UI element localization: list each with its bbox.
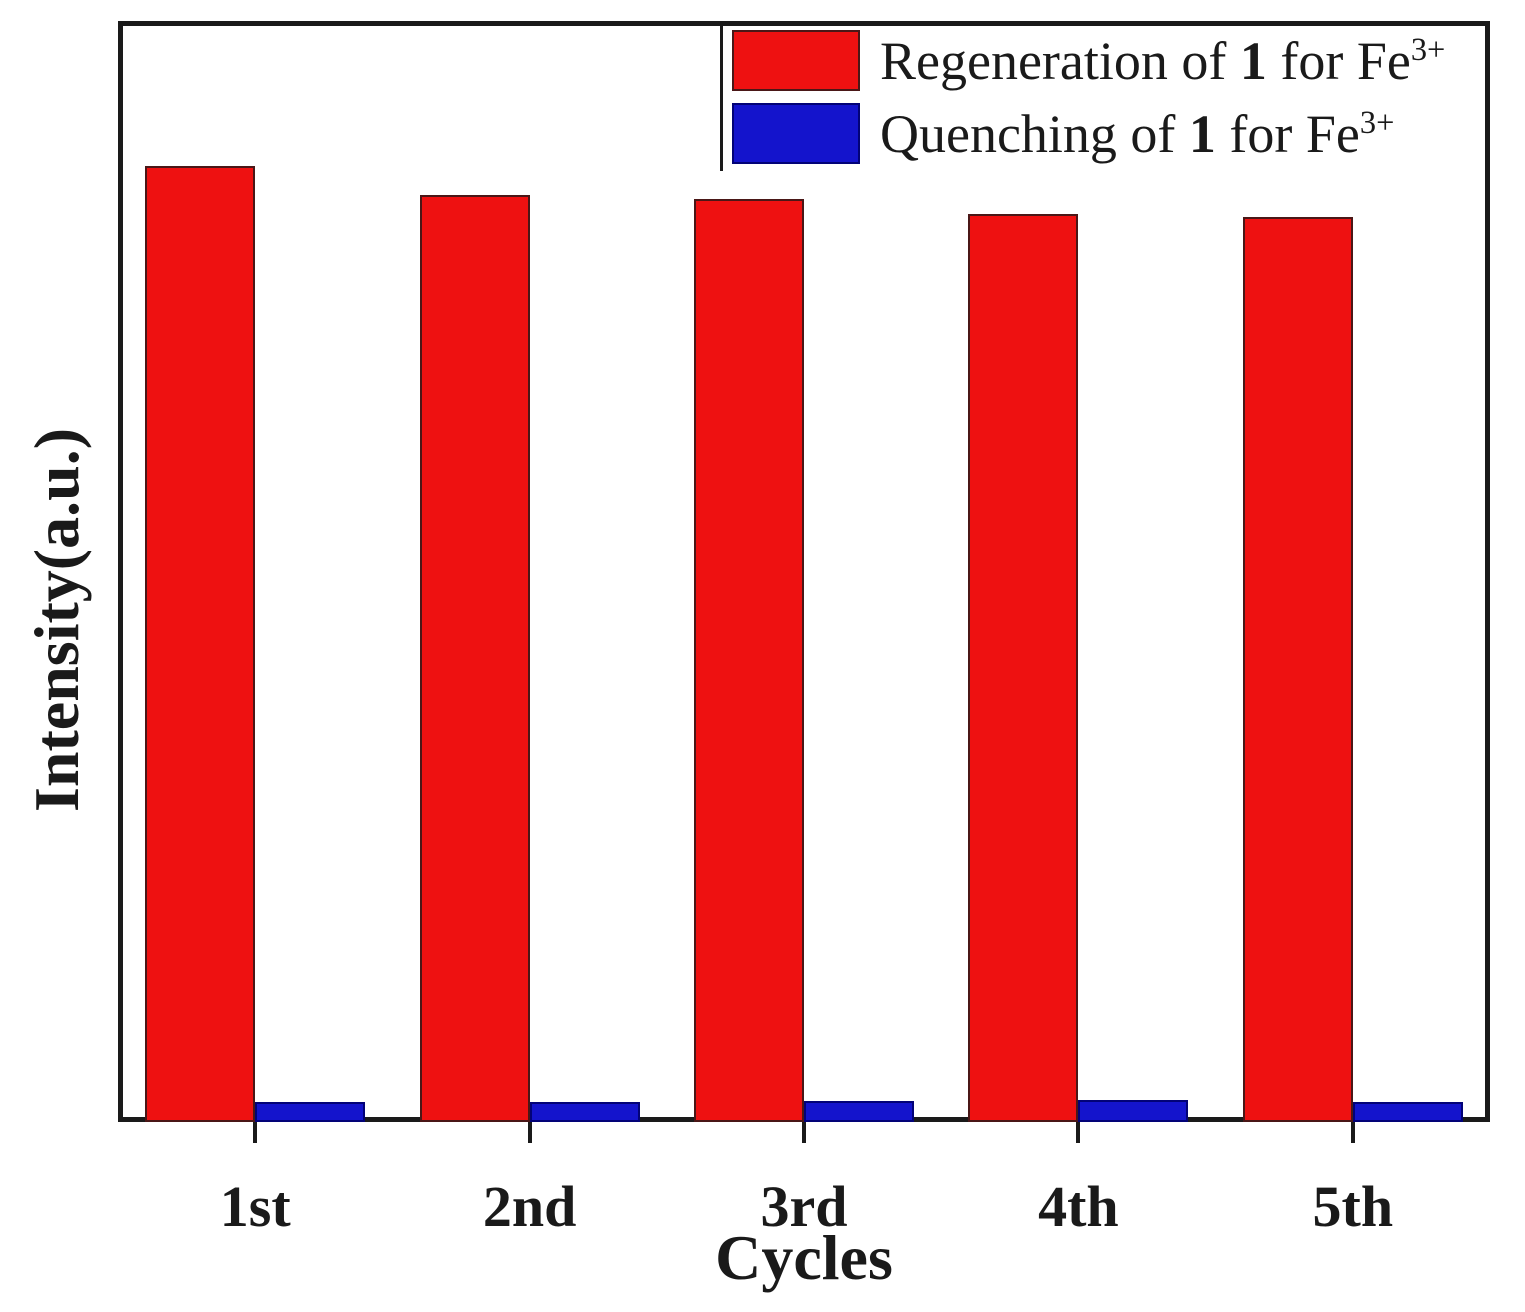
x-tick-3rd	[802, 1122, 806, 1143]
legend-item-quenching: Quenching of 1 for Fe3+	[732, 103, 1394, 164]
bar-quenching-1st	[255, 1102, 366, 1122]
x-tick-4th	[1076, 1122, 1081, 1143]
legend-text-bold-one: 1	[1188, 103, 1216, 164]
legend-text-prefix: Regeneration of	[880, 30, 1240, 91]
x-tick-label: 1st	[219, 1174, 291, 1239]
x-tick-2nd	[527, 1122, 532, 1143]
bar-regeneration-3rd	[694, 199, 804, 1122]
x-tick-1st	[253, 1122, 258, 1143]
x-tick-label: 2nd	[482, 1174, 577, 1239]
bar-regeneration-5th	[1242, 217, 1353, 1122]
legend-text-prefix: Quenching of	[880, 103, 1189, 164]
legend-frame-line	[720, 21, 723, 171]
legend-text-bold-one: 1	[1239, 30, 1267, 91]
legend-label-quenching: Quenching of 1 for Fe3+	[880, 103, 1395, 164]
legend-item-regeneration: Regeneration of 1 for Fe3+	[732, 30, 1445, 91]
bar-quenching-4th	[1078, 1100, 1189, 1122]
x-tick-5th	[1350, 1122, 1355, 1143]
bar-regeneration-2nd	[419, 195, 530, 1122]
legend-swatch-regeneration	[732, 30, 860, 91]
bar-quenching-5th	[1352, 1102, 1463, 1122]
bar-regeneration-4th	[968, 214, 1079, 1122]
x-tick-label: 4th	[1038, 1174, 1119, 1239]
legend: Regeneration of 1 for Fe3+ Quenching of …	[720, 21, 1525, 171]
bar-quenching-3rd	[804, 1101, 914, 1122]
x-tick-label: 5th	[1312, 1174, 1394, 1239]
legend-text-superscript: 3+	[1410, 31, 1446, 68]
x-axis-label: Cycles	[715, 1222, 893, 1293]
y-axis-label: Intensity(a.u.)	[21, 427, 92, 813]
bar-regeneration-1st	[145, 166, 256, 1122]
legend-text-suffix: for Fe	[1266, 30, 1411, 91]
legend-text-superscript: 3+	[1359, 104, 1395, 141]
legend-label-regeneration: Regeneration of 1 for Fe3+	[880, 30, 1446, 91]
bar-quenching-2nd	[529, 1102, 640, 1122]
legend-swatch-quenching	[732, 103, 860, 164]
legend-text-suffix: for Fe	[1215, 103, 1360, 164]
x-tick-label: 3rd	[760, 1174, 848, 1239]
